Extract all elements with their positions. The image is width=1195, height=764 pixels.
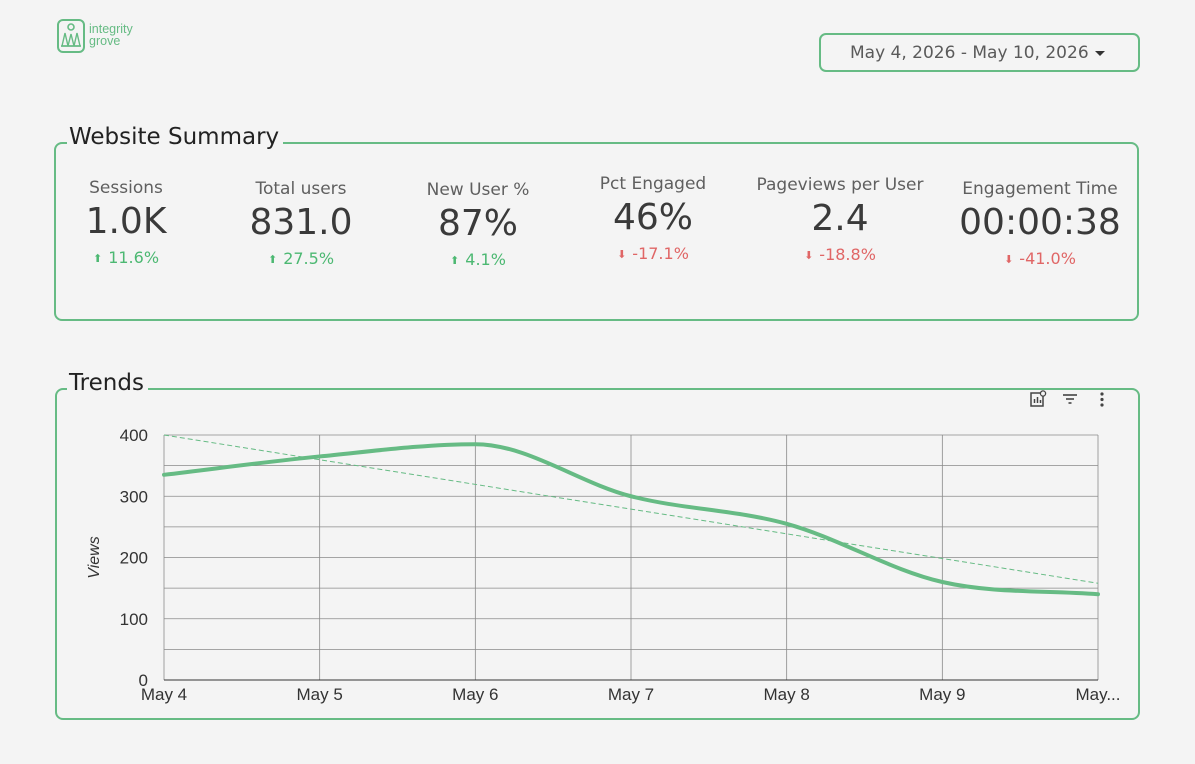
trends-panel bbox=[55, 388, 1140, 720]
metric-total-users: Total users 831.0 ⬆ 27.5% bbox=[249, 179, 352, 268]
metric-delta: ⬇ -41.0% bbox=[1004, 249, 1076, 268]
website-summary-panel bbox=[54, 142, 1139, 321]
metric-label: Total users bbox=[255, 179, 347, 199]
date-range-value: May 4, 2026 - May 10, 2026 bbox=[850, 42, 1089, 63]
metric-label: Sessions bbox=[89, 178, 163, 198]
metric-delta: ⬆ 4.1% bbox=[450, 250, 506, 269]
arrow-up-icon: ⬆ bbox=[92, 252, 103, 265]
arrow-up-icon: ⬆ bbox=[450, 254, 460, 267]
metric-value: 46% bbox=[612, 197, 693, 238]
metric-value: 831.0 bbox=[249, 202, 353, 243]
chart-settings-icon[interactable] bbox=[1029, 390, 1047, 408]
metric-delta: ⬆ 27.5% bbox=[267, 249, 335, 268]
metric-pct-engaged: Pct Engaged 46% ⬇ -17.1% bbox=[600, 174, 706, 263]
tree-logo-icon bbox=[57, 19, 85, 53]
website-summary-title: Website Summary bbox=[67, 124, 284, 150]
metric-delta: ⬇ -17.1% bbox=[617, 244, 689, 263]
arrow-up-icon: ⬆ bbox=[267, 253, 278, 266]
metric-delta: ⬆ 11.6% bbox=[92, 248, 160, 267]
metric-new-user-pct: New User % 87% ⬆ 4.1% bbox=[427, 180, 530, 269]
date-range-picker[interactable]: May 4, 2026 - May 10, 2026 bbox=[819, 33, 1140, 72]
brand-logo: integrity grove bbox=[57, 19, 133, 53]
metric-sessions: Sessions 1.0K ⬆ 11.6% bbox=[86, 178, 167, 267]
metric-engagement-time: Engagement Time 00:00:38 ⬇ -41.0% bbox=[959, 179, 1121, 268]
arrow-down-icon: ⬇ bbox=[617, 248, 627, 261]
brand-name-line1: integrity bbox=[89, 22, 133, 36]
trends-title: Trends bbox=[67, 370, 148, 396]
metric-value: 87% bbox=[437, 203, 519, 244]
metric-label: Pct Engaged bbox=[599, 174, 707, 194]
filter-icon[interactable] bbox=[1061, 390, 1079, 408]
metric-value: 00:00:38 bbox=[959, 202, 1121, 243]
dropdown-caret-icon bbox=[1095, 51, 1105, 56]
arrow-down-icon: ⬇ bbox=[1004, 253, 1014, 266]
metric-label: New User % bbox=[426, 180, 530, 200]
metric-value: 2.4 bbox=[811, 198, 869, 239]
brand-name-line2: grove bbox=[89, 34, 121, 48]
metric-value: 1.0K bbox=[85, 201, 167, 242]
metric-label: Engagement Time bbox=[962, 179, 1118, 199]
metric-pageviews-per-user: Pageviews per User 2.4 ⬇ -18.8% bbox=[757, 175, 924, 264]
more-vert-icon[interactable] bbox=[1093, 390, 1111, 408]
metric-delta: ⬇ -18.8% bbox=[804, 245, 876, 264]
metric-label: Pageviews per User bbox=[756, 175, 924, 195]
arrow-down-icon: ⬇ bbox=[804, 249, 814, 262]
